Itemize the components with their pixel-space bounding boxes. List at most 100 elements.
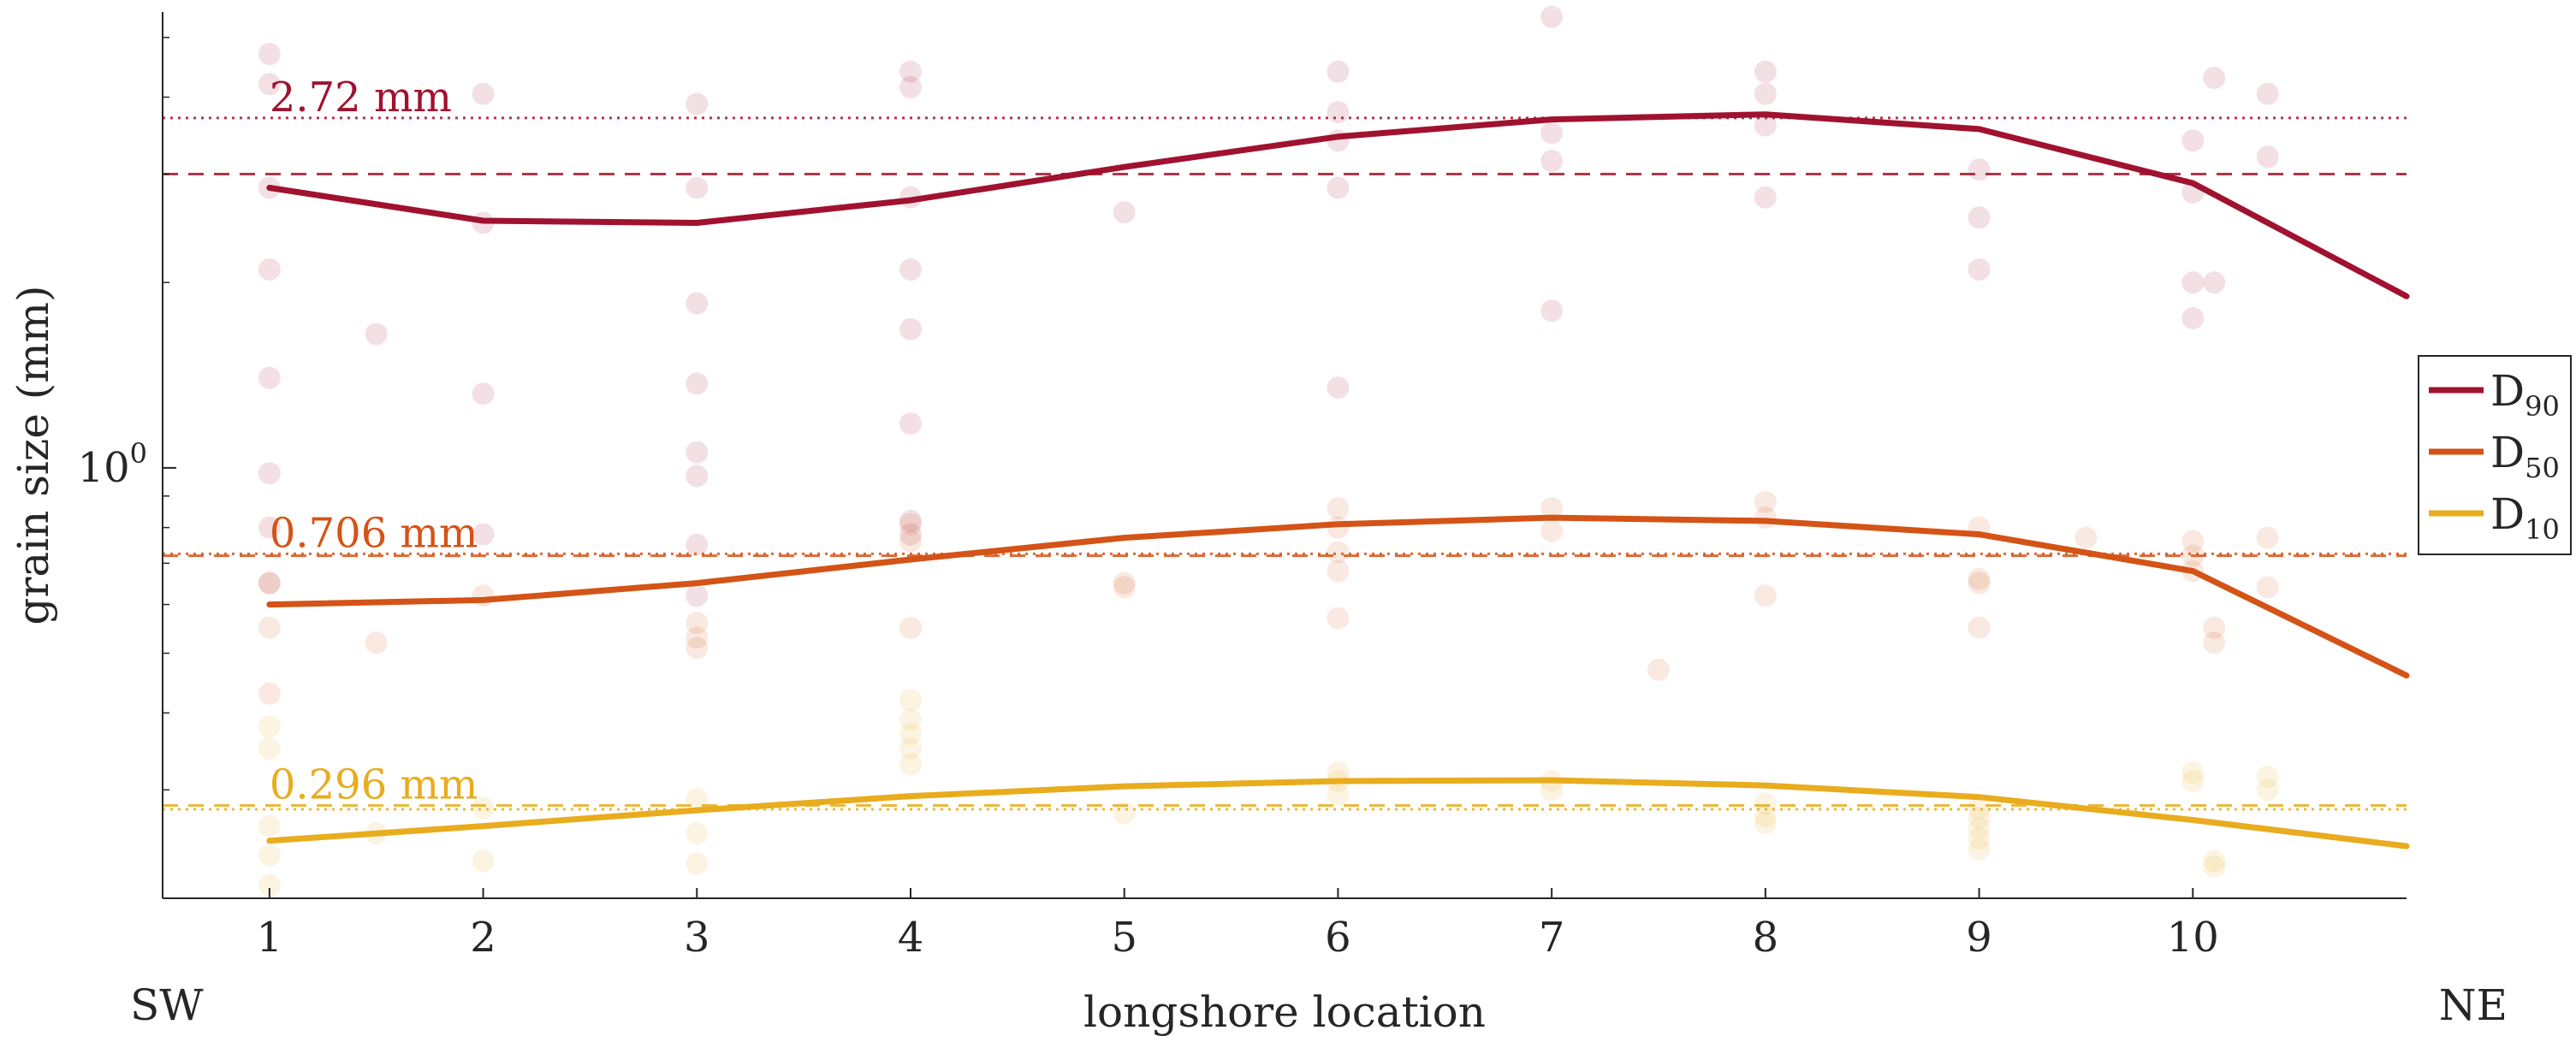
x-tick-label: 2 <box>470 914 496 962</box>
d90-sample-point <box>899 76 922 99</box>
d50-sample-point <box>1327 541 1350 564</box>
d50-sample-point <box>258 682 281 705</box>
d50-sample-point <box>686 636 709 660</box>
d90-sample-point <box>686 292 709 315</box>
d90-sample-point <box>472 382 495 406</box>
d90-sample-point <box>686 465 709 488</box>
d90-sample-point <box>2256 145 2279 169</box>
d90-sample-point <box>365 323 388 346</box>
d90-sample-point <box>258 43 281 66</box>
d90-sample-point <box>899 509 922 532</box>
x-tick-label: 1 <box>257 914 283 962</box>
d10-sample-point <box>2181 761 2205 784</box>
d10-sample-point <box>1968 807 1991 830</box>
d90-sample-point <box>1113 201 1136 224</box>
d50-sample-point <box>1647 658 1670 681</box>
d90-sample-point <box>686 372 709 395</box>
d90-sample-point <box>1754 114 1777 137</box>
d10-sample-point <box>1968 827 1991 850</box>
sample-points-layer <box>258 5 2279 897</box>
d50-sample-point <box>1968 571 1991 595</box>
d90-sample-point <box>1968 258 1991 281</box>
d10-sample-point <box>899 722 922 745</box>
d50-sample-point <box>1968 616 1991 639</box>
d90-sample-point <box>472 82 495 105</box>
x-ticks: 1 2 3 4 5 6 7 8 9 10 <box>257 888 2219 962</box>
d90-sample-point <box>1754 186 1777 209</box>
d10-sample-point <box>1754 792 1777 815</box>
d50-sample-point <box>1968 567 1991 590</box>
d10-sample-point <box>899 737 922 761</box>
d90-sample-point <box>1540 5 1564 28</box>
d90-sample-point <box>686 92 709 115</box>
d90-sample-point <box>2203 271 2226 294</box>
d10-sample-point <box>258 715 281 738</box>
d50-sample-point <box>2181 530 2205 553</box>
d10-sample-point <box>258 737 281 761</box>
d50-sample-point <box>2203 631 2226 654</box>
d50-sample-point <box>899 512 922 536</box>
d10-sample-point <box>258 873 281 897</box>
d10-sample-point <box>1968 816 1991 839</box>
y-axis-label: grain size (mm) <box>9 285 58 625</box>
d50-sample-point <box>1113 576 1136 599</box>
d90-sample-point <box>258 462 281 485</box>
d50-sample-point <box>1327 607 1350 630</box>
d50-sample-point <box>686 626 709 649</box>
d10-sample-point <box>1540 779 1564 802</box>
d90-series-line <box>266 111 2410 299</box>
d90-sample-point <box>2181 129 2205 152</box>
labels-layer: longshore location grain size (mm) SW NE <box>9 285 2508 1037</box>
d50-sample-point <box>2203 616 2226 639</box>
y-tick-label: 100 <box>78 437 147 492</box>
d90-sample-point <box>258 516 281 539</box>
d10-sample-point <box>258 844 281 867</box>
d10-reference-label: 0.296 mm <box>270 761 478 808</box>
d10-sample-point <box>2181 770 2205 793</box>
d10-sample-point <box>899 753 922 776</box>
d90-sample-point <box>1968 206 1991 229</box>
d90-sample-point <box>1327 176 1350 199</box>
d90-sample-point <box>899 258 922 281</box>
d90-sample-point <box>472 523 495 546</box>
x-tick-label: 4 <box>898 914 924 962</box>
d10-sample-point <box>2203 856 2226 879</box>
d90-sample-point <box>2203 66 2226 89</box>
legend-label-d50: D50 <box>2490 428 2560 484</box>
reference-lines-layer: 2.72 mm 0.706 mm 0.296 mm <box>163 74 2407 811</box>
x-tick-label: 7 <box>1539 914 1565 962</box>
d90-sample-point <box>1327 376 1350 400</box>
x-tick-label: 5 <box>1111 914 1137 962</box>
d90-sample-point <box>258 73 281 96</box>
d50-sample-point <box>899 530 922 553</box>
d10-sample-point <box>2203 850 2226 873</box>
d90-sample-point <box>1540 121 1564 145</box>
d90-sample-point <box>686 533 709 556</box>
d90-sample-point <box>1540 299 1564 323</box>
d90-sample-point <box>2256 82 2279 105</box>
d10-sample-point <box>1968 796 1991 820</box>
d90-sample-point <box>258 366 281 389</box>
d50-sample-point <box>472 584 495 607</box>
d90-sample-point <box>1327 101 1350 124</box>
x-tick-label: 10 <box>2167 914 2219 962</box>
d50-sample-point <box>686 612 709 635</box>
d90-sample-point <box>899 412 922 435</box>
d50-sample-point <box>1540 519 1564 542</box>
d50-sample-point <box>1754 490 1777 513</box>
series-lines-layer <box>266 111 2410 850</box>
d50-sample-point <box>1540 497 1564 520</box>
d50-sample-point <box>2256 526 2279 549</box>
d10-sample-point <box>2256 766 2279 789</box>
d50-sample-point <box>1754 506 1777 530</box>
d10-sample-point <box>899 689 922 712</box>
d90-sample-point <box>686 176 709 199</box>
d90-sample-point <box>1968 158 1991 181</box>
x-end-label-ne: NE <box>2439 980 2508 1030</box>
d50-sample-point <box>1754 584 1777 607</box>
x-axis-label: longshore location <box>1083 987 1486 1037</box>
legend-label-d90: D90 <box>2490 366 2560 423</box>
